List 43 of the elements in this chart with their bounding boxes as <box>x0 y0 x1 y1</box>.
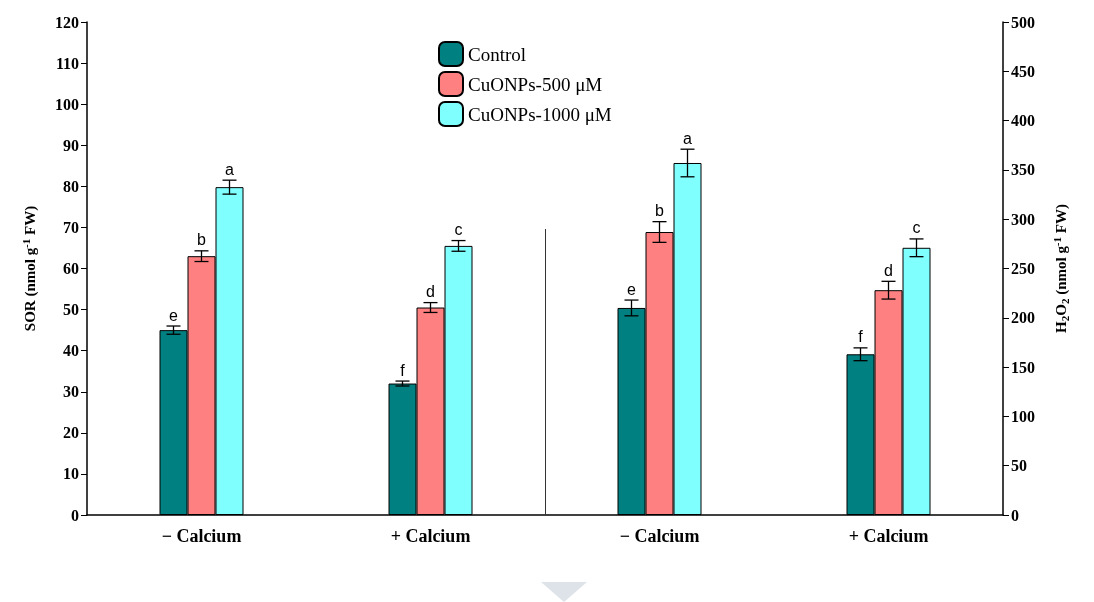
data-label: f <box>400 361 406 379</box>
legend-label: CuONPs-1000 μM <box>468 103 612 125</box>
y-tick-label: 90 <box>63 136 79 154</box>
data-label: d <box>884 261 893 279</box>
y2-tick-label: 450 <box>1011 62 1035 80</box>
y-tick-label: 60 <box>63 260 79 277</box>
y-tick-label: 30 <box>63 383 79 401</box>
y2-tick-label: 0 <box>1011 506 1019 524</box>
data-label: b <box>197 231 207 249</box>
x-tick-label: + Calcium <box>390 526 471 546</box>
y-tick-label: 40 <box>63 342 79 360</box>
y2-tick-label: 300 <box>1011 210 1035 228</box>
legend-label: Control <box>468 43 527 65</box>
legend-label: CuONPs-500 μM <box>468 73 603 95</box>
y2-tick-label: 350 <box>1011 161 1035 179</box>
data-label: a <box>683 129 693 147</box>
y-tick-label: 120 <box>55 13 79 31</box>
y-tick-label: 0 <box>71 506 79 524</box>
y-tick-label: 20 <box>63 424 79 442</box>
y-tick-label: 10 <box>63 465 79 483</box>
data-label: e <box>169 306 179 324</box>
y2-tick-label: 100 <box>1011 407 1035 425</box>
data-label: e <box>627 280 637 298</box>
y-tick-label: 80 <box>63 177 79 195</box>
y-tick-label: 100 <box>55 95 79 113</box>
data-label: c <box>454 221 463 239</box>
x-tick-label: − Calcium <box>161 526 242 546</box>
data-label: a <box>225 160 235 178</box>
x-tick-label: + Calcium <box>848 526 929 546</box>
data-label: d <box>426 283 435 301</box>
data-label: f <box>858 328 864 346</box>
y-tick-label: 50 <box>63 301 79 319</box>
y2-tick-label: 250 <box>1011 260 1035 277</box>
data-label: c <box>912 219 921 237</box>
y2-tick-label: 50 <box>1011 457 1027 475</box>
y2-tick-label: 150 <box>1011 358 1035 376</box>
y-tick-label: 110 <box>55 54 79 72</box>
y2-tick-label: 200 <box>1011 309 1035 327</box>
y2-tick-label: 500 <box>1011 13 1035 31</box>
x-tick-label: − Calcium <box>619 526 700 546</box>
y-tick-label: 70 <box>63 218 79 236</box>
y2-tick-label: 400 <box>1011 112 1035 130</box>
data-label: b <box>655 202 665 220</box>
